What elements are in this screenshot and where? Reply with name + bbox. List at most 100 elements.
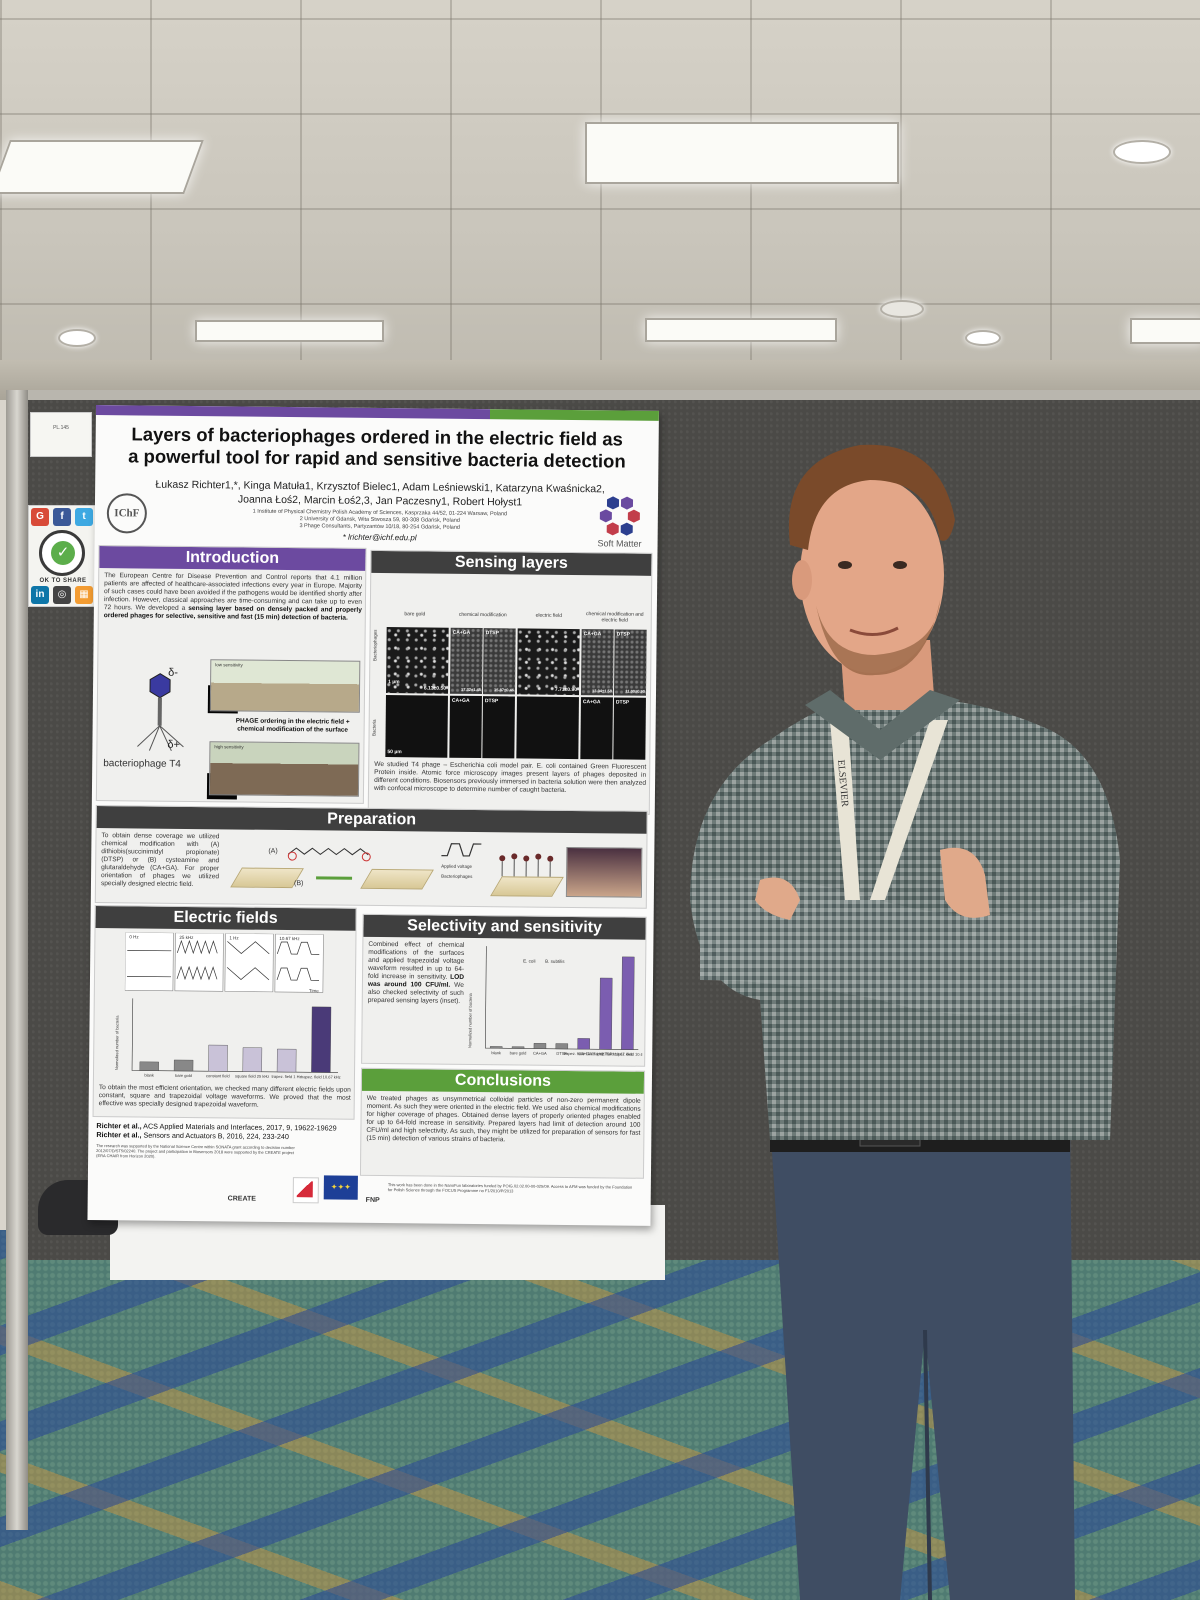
afm-cell-label: CA+GA (583, 631, 602, 638)
chart-tick-label: DTSP trapez. field 10.67 kHz (602, 1051, 644, 1057)
chart-bar (208, 1044, 228, 1072)
sensing-section: Sensing layers bare gold chemical modifi… (367, 549, 653, 815)
high-sensitivity-figure: high sensitivity (208, 741, 360, 797)
prep-label-b: (B) (293, 880, 304, 888)
flag-logo (292, 1177, 319, 1204)
check-icon: ✓ (51, 541, 75, 565)
crosslinker-structure (287, 847, 371, 862)
phage-label: bacteriophage T4 (103, 758, 181, 770)
chart-tick-label: blank (144, 1073, 154, 1078)
confocal-label: CA+GA (451, 697, 470, 704)
confocal-image: DTSP (482, 696, 515, 759)
chart-tick-label: DTSP (556, 1051, 567, 1056)
chart-tick-label: constant field (206, 1073, 230, 1078)
poster: Layers of bacteriophages ordered in the … (87, 405, 659, 1226)
electric-bar-chart: blank bare gold constant field square field… (114, 998, 341, 1080)
afm-image: CA+GA 17.32±1.45 (449, 627, 483, 695)
confocal-label: DTSP (484, 698, 499, 705)
ceiling-downlight (965, 330, 1001, 346)
sensing-col-label: chemical modification and electric field (586, 611, 644, 624)
low-sensitivity-label: low sensitivity (215, 662, 243, 668)
poster-affiliations: 1 Institute of Physical Chemistry Polish… (215, 508, 545, 532)
chart-bar (577, 1038, 590, 1050)
chart-bar (490, 1046, 503, 1049)
chart-tick-label: CA+GA (533, 1051, 547, 1056)
conclusions-text: We treated phages as unsymmetrical collo… (366, 1094, 641, 1144)
chart-bar (621, 956, 635, 1050)
chart-bar (311, 1006, 332, 1073)
conclusions-section: Conclusions We treated phages as unsymme… (359, 1067, 646, 1179)
ceiling-light (0, 140, 204, 194)
carpet (0, 1230, 1200, 1600)
bacteriophages-label: Bacteriophages (441, 873, 473, 879)
ordered-plate (490, 876, 564, 897)
chart-tick-label: bare gold (510, 1050, 527, 1055)
row-label-phages: Bacteriophages (372, 629, 378, 661)
instagram-icon: ◎ (53, 586, 71, 604)
chart-tick-label: bare gold (175, 1073, 192, 1078)
preparation-text-b: (A) dithiobis(succinimidyl propionate) (… (100, 841, 220, 889)
chart-bar (139, 1061, 159, 1071)
chart-tick-label: square field 25 kHz (235, 1073, 269, 1078)
applied-voltage-label: Applied voltage (441, 863, 472, 869)
afm-value: 15.87±0.46 (494, 687, 515, 693)
chart-tick-label: blank (491, 1050, 501, 1055)
ichf-logo: IChF (106, 493, 148, 534)
electric-heading: Electric fields (95, 906, 356, 931)
electric-text: To obtain the most efficient orientation… (98, 1084, 351, 1109)
chart-bar (173, 1059, 194, 1072)
waveform-label: 10.67 kHz (279, 935, 300, 942)
ceiling-downlight (58, 329, 96, 347)
confocal-image (516, 696, 579, 760)
phage-array-photo (565, 846, 643, 898)
board-frame (6, 390, 28, 1530)
waveform-label: 0 Hz (129, 934, 139, 940)
phage-drawing (137, 673, 184, 752)
funding-right: This work has been done in the NanoFun l… (387, 1182, 633, 1194)
afm-image: CA+GA 13.04±1.58 (580, 629, 614, 696)
sensing-col-label: chemical modification (458, 611, 507, 619)
inset-label: E. coli (523, 958, 536, 964)
afm-cell-label: DTSP (485, 630, 500, 637)
selectivity-section: Selectivity and sensitivity Combined eff… (361, 913, 647, 1067)
ordering-caption: PHAGE ordering in the electric field + c… (235, 717, 350, 734)
poster-authors: Łukasz Richter1,*, Kinga Matuła1, Krzysz… (155, 478, 605, 511)
chart-bar (599, 977, 613, 1050)
waveforms-panel (124, 932, 324, 993)
selectivity-heading: Selectivity and sensitivity (363, 914, 646, 940)
electric-section: Electric fields 0 Hz 25 kHz 1 Hz 10.67 k… (92, 905, 357, 1120)
linkedin-icon: in (31, 586, 49, 604)
facebook-icon: f (53, 508, 71, 526)
sensing-text: We studied T4 phage – Escherichia coli m… (373, 760, 647, 794)
afm-image: 6.13±0.50 1 µm (385, 627, 449, 694)
confocal-scale: 50 µm (387, 749, 402, 756)
intro-section: Introduction The European Centre for Dis… (95, 545, 367, 804)
ref2-authors: Richter et al., (96, 1130, 142, 1140)
afm-value: 6.13±0.50 (423, 685, 447, 692)
row-label-bacteria: Bacteria (371, 719, 377, 736)
soft-matter-label: Soft Matter (597, 538, 642, 549)
poster-title: Layers of bacteriophages ordered in the … (101, 423, 652, 473)
intro-text: The European Centre for Disease Preventi… (104, 572, 362, 623)
waveform-label: 25 kHz (179, 934, 194, 941)
confocal-label: CA+GA (582, 699, 601, 706)
ordered-phages (499, 853, 554, 877)
confocal-image: 50 µm (385, 695, 448, 758)
afm-image: DTSP 11.00±0.90 (613, 629, 647, 696)
chart-y-label: Normalized number of bacteria (467, 992, 473, 1048)
chart-tick-label: trapez. field 1 Hz (271, 1074, 301, 1079)
arrow-icon (316, 876, 353, 880)
poster-title-line2: a powerful tool for rapid and sensitive … (128, 445, 626, 472)
funding-left: The research was supported by the Nation… (96, 1143, 295, 1159)
confocal-image: DTSP (613, 697, 646, 760)
preparation-heading: Preparation (96, 806, 647, 834)
prep-label-a: (A) (268, 847, 278, 855)
chart-bar (555, 1043, 569, 1050)
high-sensitivity-label: high sensitivity (214, 744, 244, 750)
chart-tick-label: trapez. field 10.67 kHz (301, 1074, 341, 1079)
poster-email: * lrichter@ichf.edu.pl (342, 532, 417, 543)
selectivity-text: Combined effect of chemical modification… (368, 941, 465, 1006)
chart-tick-label: CA+GA trapez. field 10.67 kHz (578, 1051, 632, 1057)
chart-bar (242, 1047, 263, 1072)
